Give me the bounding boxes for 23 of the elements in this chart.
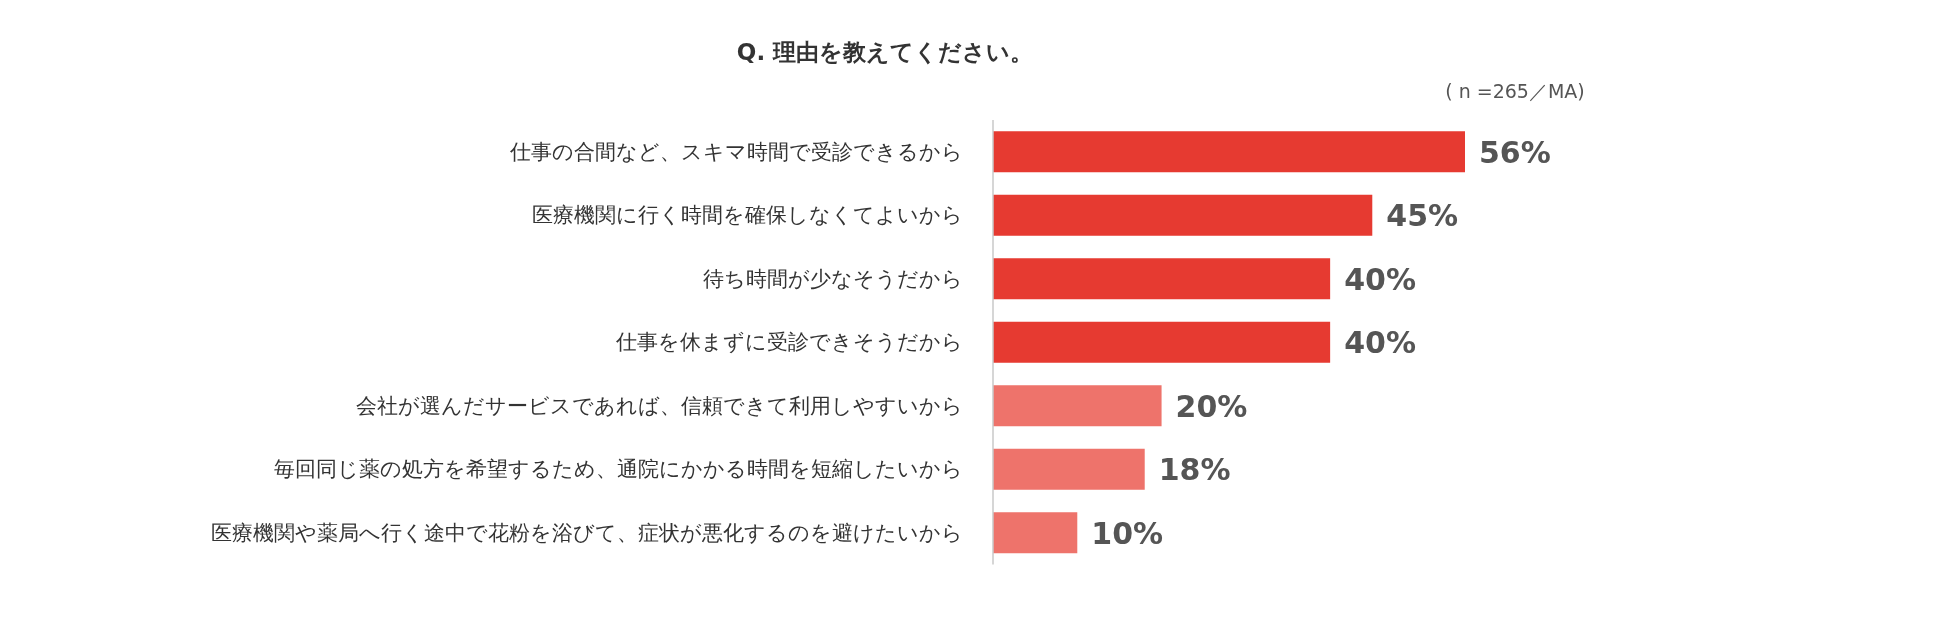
bar xyxy=(993,385,1162,427)
y-tick-label: 医療機関や薬局へ行く途中で花粉を浴びて、症状が悪化するのを避けたいから xyxy=(211,520,963,545)
data-label: 20% xyxy=(1175,388,1248,424)
text: ( n =265／MA) xyxy=(1445,80,1585,102)
y-tick-label: 仕事を休まずに受診できそうだから xyxy=(615,330,963,355)
bar xyxy=(993,512,1078,554)
bar xyxy=(993,448,1145,490)
y-tick-label: 医療機関に行く時間を確保しなくてよいから xyxy=(532,203,963,228)
bar xyxy=(993,258,1331,300)
data-label: 10% xyxy=(1091,515,1164,551)
data-label: 40% xyxy=(1344,261,1416,297)
bar xyxy=(993,194,1373,236)
bar xyxy=(993,131,1465,173)
y-tick-label: 待ち時間が少なそうだから xyxy=(703,266,963,291)
chart-title: Q. 理由を教えてください。 xyxy=(736,39,1034,65)
data-label: 40% xyxy=(1344,325,1416,361)
data-label: 45% xyxy=(1386,198,1459,234)
y-tick-label: 毎回同じ薬の処方を希望するため、通院にかかる時間を短縮したいから xyxy=(274,457,963,482)
bar xyxy=(993,321,1331,363)
y-tick-label: 仕事の合間など、スキマ時間で受診できるから xyxy=(509,139,963,164)
y-tick-label: 会社が選んだサービスであれば、信頼できて利用しやすいから xyxy=(356,393,963,418)
data-label: 56% xyxy=(1479,134,1551,170)
data-label: 18% xyxy=(1158,452,1231,488)
